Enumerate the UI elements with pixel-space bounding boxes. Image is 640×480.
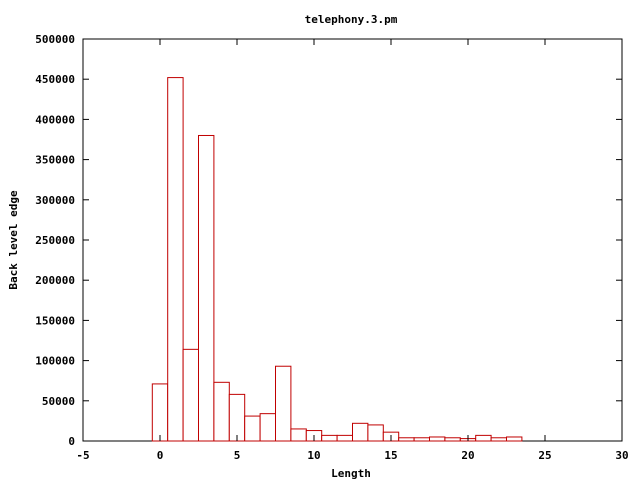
x-tick-label: 0 bbox=[157, 449, 164, 462]
x-axis: -5 0 5 10 15 20 25 30 bbox=[76, 39, 629, 462]
bar-21 bbox=[475, 434, 492, 442]
y-tick-label: 350000 bbox=[35, 154, 75, 167]
bar-11 bbox=[321, 434, 338, 442]
y-tick-label: 400000 bbox=[35, 113, 75, 126]
bar-22 bbox=[490, 437, 508, 442]
x-tick-label: 15 bbox=[384, 449, 397, 462]
bar-7 bbox=[259, 413, 277, 442]
x-tick-label: 5 bbox=[234, 449, 241, 462]
bar-12 bbox=[336, 434, 354, 442]
bar-8 bbox=[275, 365, 292, 442]
y-tick-label: 100000 bbox=[35, 355, 75, 368]
bar-1 bbox=[167, 77, 184, 442]
y-tick-label: 200000 bbox=[35, 274, 75, 287]
bar-18 bbox=[429, 436, 446, 442]
chart-title: telephony.3.pm bbox=[305, 13, 398, 26]
bar-9 bbox=[290, 428, 307, 442]
x-tick-label: 25 bbox=[538, 449, 551, 462]
x-tick-label: -5 bbox=[76, 449, 89, 462]
y-tick-label: 300000 bbox=[35, 194, 75, 207]
y-tick-label: 450000 bbox=[35, 73, 75, 86]
y-axis-label: Back level edge bbox=[7, 190, 20, 290]
bar-4 bbox=[213, 381, 230, 442]
y-tick-label: 250000 bbox=[35, 234, 75, 247]
x-tick-label: 20 bbox=[461, 449, 474, 462]
bar-23 bbox=[506, 436, 523, 442]
bar-17 bbox=[413, 437, 431, 442]
bar-19 bbox=[444, 437, 461, 442]
plot-frame bbox=[82, 38, 623, 442]
bar-14 bbox=[367, 424, 384, 442]
bar-3 bbox=[198, 134, 215, 442]
y-tick-label: 500000 bbox=[35, 33, 75, 46]
x-tick-label: 10 bbox=[307, 449, 320, 462]
x-axis-label: Length bbox=[331, 467, 371, 480]
bar-13 bbox=[352, 422, 369, 442]
bar-6 bbox=[244, 415, 261, 442]
y-tick-label: 0 bbox=[68, 435, 75, 448]
y-tick-label: 50000 bbox=[42, 395, 75, 408]
bars-group bbox=[151, 77, 523, 442]
bar-0 bbox=[151, 383, 169, 442]
y-axis: 0 50000 100000 150000 200000 250000 300000 3500… bbox=[35, 33, 622, 448]
bar-2 bbox=[182, 348, 200, 442]
y-tick-label: 150000 bbox=[35, 314, 75, 327]
x-tick-label: 30 bbox=[615, 449, 628, 462]
bar-5 bbox=[228, 393, 246, 442]
bar-16 bbox=[398, 437, 415, 442]
